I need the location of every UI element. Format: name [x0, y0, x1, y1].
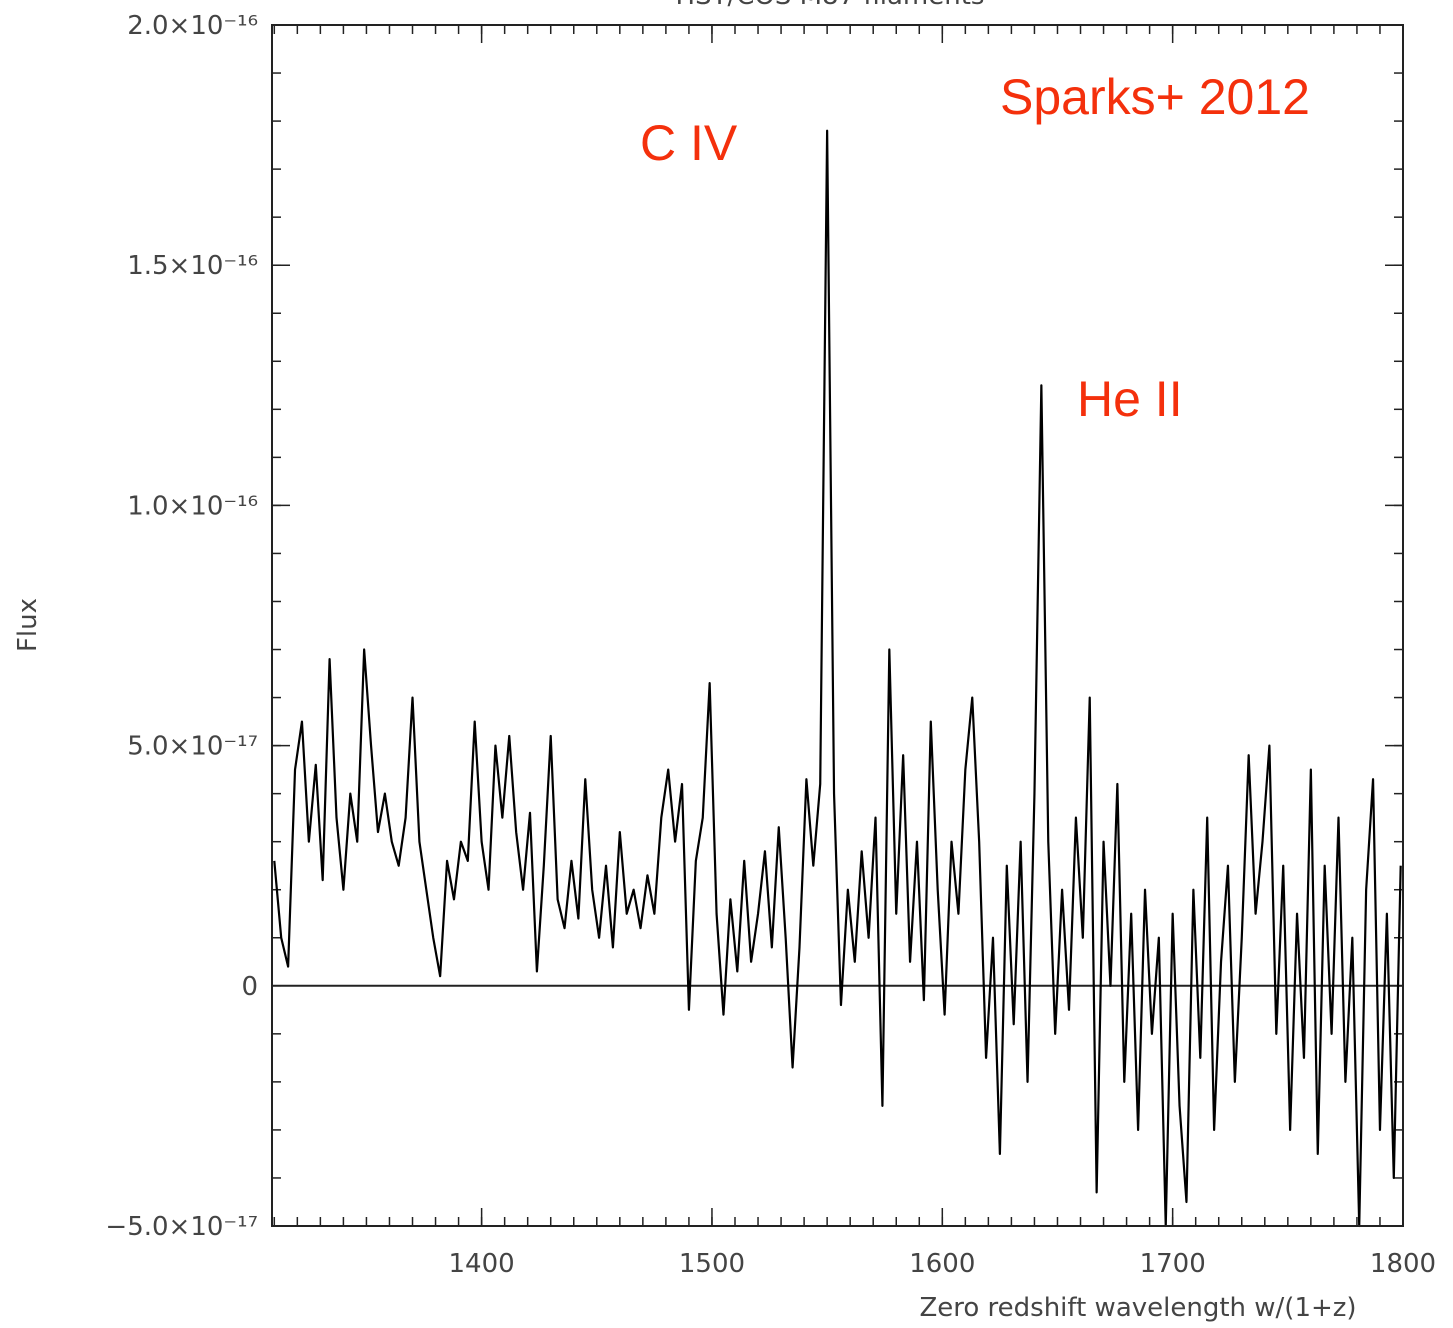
- y-tick-label: 1.5×10⁻¹⁶: [127, 251, 258, 281]
- y-tick-label: 0: [241, 972, 258, 1002]
- y-tick-label: −5.0×10⁻¹⁷: [105, 1212, 258, 1242]
- annotation: C IV: [640, 115, 738, 171]
- annotation: He II: [1077, 371, 1183, 427]
- spectrum-line: [273, 129, 1402, 1228]
- x-tick-label: 1700: [1140, 1249, 1206, 1279]
- plot-frame: [271, 24, 1404, 1227]
- chart-title: HST/COS M87 filaments: [676, 0, 985, 11]
- x-axis-label: Zero redshift wavelength w/(1+z): [919, 1293, 1356, 1323]
- x-tick-label: 1800: [1370, 1249, 1436, 1279]
- annotation: Sparks+ 2012: [1000, 69, 1310, 125]
- y-tick-label: 2.0×10⁻¹⁶: [127, 11, 258, 41]
- x-tick-label: 1600: [909, 1249, 975, 1279]
- x-tick-label: 1500: [679, 1249, 745, 1279]
- x-tick-label: 1400: [449, 1249, 515, 1279]
- y-tick-label: 5.0×10⁻¹⁷: [127, 732, 258, 762]
- y-tick-label: 1.0×10⁻¹⁶: [127, 491, 258, 521]
- y-axis-label: Flux: [13, 598, 43, 652]
